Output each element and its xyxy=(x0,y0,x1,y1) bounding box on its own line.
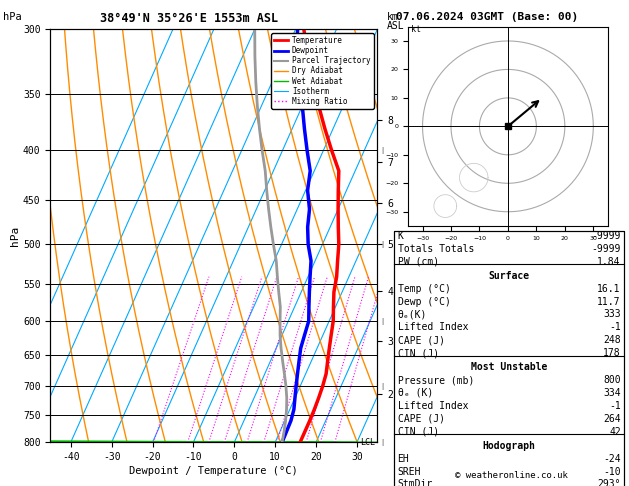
Text: LCL: LCL xyxy=(360,438,376,447)
Text: |: | xyxy=(381,147,385,154)
Text: |: | xyxy=(381,382,385,389)
Legend: Temperature, Dewpoint, Parcel Trajectory, Dry Adiabat, Wet Adiabat, Isotherm, Mi: Temperature, Dewpoint, Parcel Trajectory… xyxy=(271,33,374,109)
Text: Hodograph: Hodograph xyxy=(482,441,536,451)
Text: |: | xyxy=(381,439,385,446)
Text: CAPE (J): CAPE (J) xyxy=(398,414,445,424)
X-axis label: Dewpoint / Temperature (°C): Dewpoint / Temperature (°C) xyxy=(130,466,298,476)
Text: ASL: ASL xyxy=(387,21,404,31)
Text: -1: -1 xyxy=(609,322,621,332)
Text: CIN (J): CIN (J) xyxy=(398,427,438,436)
Text: CAPE (J): CAPE (J) xyxy=(398,335,445,345)
Text: 07.06.2024 03GMT (Base: 00): 07.06.2024 03GMT (Base: 00) xyxy=(396,12,579,22)
Text: Dewp (°C): Dewp (°C) xyxy=(398,296,450,307)
Text: θₑ(K): θₑ(K) xyxy=(398,310,427,319)
Text: -9999: -9999 xyxy=(591,244,621,254)
Text: 42: 42 xyxy=(609,427,621,436)
Text: -24: -24 xyxy=(603,453,621,464)
Text: Lifted Index: Lifted Index xyxy=(398,322,468,332)
Text: StmDir: StmDir xyxy=(398,479,433,486)
Y-axis label: hPa: hPa xyxy=(10,226,20,246)
Text: 11.7: 11.7 xyxy=(598,296,621,307)
Text: |: | xyxy=(381,317,385,325)
Text: CIN (J): CIN (J) xyxy=(398,348,438,358)
Text: Most Unstable: Most Unstable xyxy=(471,362,547,372)
Text: Pressure (mb): Pressure (mb) xyxy=(398,375,474,385)
Text: 333: 333 xyxy=(603,310,621,319)
Text: θₑ (K): θₑ (K) xyxy=(398,388,433,398)
Text: Temp (°C): Temp (°C) xyxy=(398,284,450,294)
Text: -1: -1 xyxy=(609,401,621,411)
Text: Lifted Index: Lifted Index xyxy=(398,401,468,411)
Text: EH: EH xyxy=(398,453,409,464)
Text: SREH: SREH xyxy=(398,467,421,477)
Text: hPa: hPa xyxy=(3,12,22,22)
Text: K: K xyxy=(398,231,403,241)
Text: 16.1: 16.1 xyxy=(598,284,621,294)
Text: 248: 248 xyxy=(603,335,621,345)
Text: 264: 264 xyxy=(603,414,621,424)
Text: 178: 178 xyxy=(603,348,621,358)
Text: 293°: 293° xyxy=(598,479,621,486)
Text: PW (cm): PW (cm) xyxy=(398,257,438,267)
Text: Totals Totals: Totals Totals xyxy=(398,244,474,254)
Text: 38°49'N 35°26'E 1553m ASL: 38°49'N 35°26'E 1553m ASL xyxy=(99,12,278,25)
Text: Surface: Surface xyxy=(489,271,530,281)
Text: -10: -10 xyxy=(603,467,621,477)
Text: 334: 334 xyxy=(603,388,621,398)
Text: 1.84: 1.84 xyxy=(598,257,621,267)
Text: km: km xyxy=(387,12,399,22)
Text: -9999: -9999 xyxy=(591,231,621,241)
Text: 800: 800 xyxy=(603,375,621,385)
Text: |: | xyxy=(381,241,385,248)
Text: © weatheronline.co.uk: © weatheronline.co.uk xyxy=(455,471,567,480)
Text: kt: kt xyxy=(411,25,421,35)
